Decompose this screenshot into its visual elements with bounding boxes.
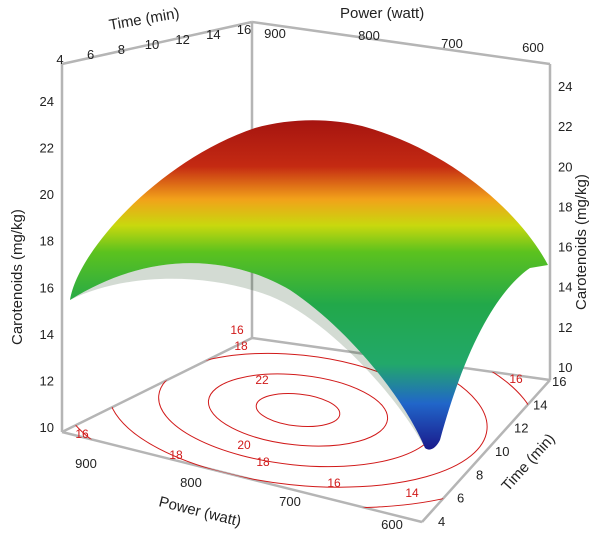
power-tick-top: 700 xyxy=(441,36,463,51)
z-axis-label-left: Carotenoids (mg/kg) xyxy=(9,209,26,345)
contour-labels: 16 18 22 20 18 18 16 14 16 16 xyxy=(75,323,523,500)
power-tick-top: 600 xyxy=(522,40,544,55)
time-tick-right: 12 xyxy=(514,421,528,436)
back-top-left-edge xyxy=(61,20,253,66)
power-tick-top: 900 xyxy=(264,26,286,41)
z-tick-left: 16 xyxy=(40,280,54,295)
power-ticks-bottom: 900 800 700 600 xyxy=(75,456,403,532)
contour-ring xyxy=(255,392,341,428)
power-tick-bottom: 700 xyxy=(279,494,301,509)
time-tick-right: 8 xyxy=(476,467,483,482)
time-tick-right: 4 xyxy=(438,514,445,529)
power-tick-bottom: 600 xyxy=(381,517,403,532)
axes-frame xyxy=(60,20,552,524)
time-tick-top: 6 xyxy=(87,47,94,62)
power-tick-bottom: 800 xyxy=(180,475,202,490)
time-ticks-top: 4 6 8 10 12 14 16 xyxy=(56,22,251,67)
z-tick-right: 14 xyxy=(558,280,572,295)
z-axis-label-right: Carotenoids (mg/kg) xyxy=(573,174,590,310)
z-tick-left: 18 xyxy=(40,234,54,249)
contour-label: 16 xyxy=(327,476,341,490)
contour-label: 16 xyxy=(75,427,89,441)
z-tick-left: 20 xyxy=(40,187,54,202)
z-tick-right: 22 xyxy=(558,119,572,134)
z-ticks-right: 10 12 14 16 18 20 22 24 xyxy=(558,79,572,375)
z-tick-left: 10 xyxy=(40,420,54,435)
time-tick-top: 8 xyxy=(118,42,125,57)
z-tick-right: 24 xyxy=(558,79,572,94)
contour-label: 18 xyxy=(169,448,183,462)
z-ticks-left: 10 12 14 16 18 20 22 24 xyxy=(40,94,54,435)
z-tick-right: 10 xyxy=(558,360,572,375)
contour-label: 16 xyxy=(509,372,523,386)
time-ticks-right: 468 10 12 14 16 xyxy=(438,374,566,529)
contour-ring xyxy=(207,373,389,447)
z-tick-left: 14 xyxy=(40,327,54,342)
contour-label: 18 xyxy=(234,339,248,353)
z-tick-left: 12 xyxy=(40,373,54,388)
back-top-right-edge xyxy=(251,20,551,66)
time-tick-top: 14 xyxy=(206,27,220,42)
floor-front-right-edge xyxy=(421,379,551,523)
surface-shading xyxy=(70,263,425,448)
z-tick-left: 22 xyxy=(40,141,54,156)
time-tick-right: 16 xyxy=(552,374,566,389)
time-tick-top: 16 xyxy=(237,22,251,37)
power-ticks-top: 900 800 700 600 xyxy=(264,26,544,55)
contour-label: 16 xyxy=(230,323,244,337)
contour-label: 14 xyxy=(405,486,419,500)
contour-label: 22 xyxy=(255,373,269,387)
contour-label: 20 xyxy=(237,438,251,452)
power-axis-label-bottom: Power (watt) xyxy=(157,493,243,530)
contour-label: 18 xyxy=(256,455,270,469)
z-tick-right: 18 xyxy=(558,199,572,214)
time-tick-top: 12 xyxy=(175,32,189,47)
time-tick-right: 6 xyxy=(457,491,464,506)
z-tick-right: 12 xyxy=(558,320,572,335)
time-tick-right: 10 xyxy=(495,444,509,459)
time-axis-label-right: Time (min) xyxy=(498,430,558,494)
time-tick-right: 14 xyxy=(533,397,547,412)
z-tick-left: 24 xyxy=(40,94,54,109)
power-tick-bottom: 900 xyxy=(75,456,97,471)
floor-back-left-edge xyxy=(61,336,253,434)
response-surface xyxy=(70,120,548,450)
power-tick-top: 800 xyxy=(358,28,380,43)
time-tick-top: 4 xyxy=(56,52,63,67)
time-tick-top: 10 xyxy=(145,37,159,52)
time-axis-label-top: Time (min) xyxy=(108,5,181,34)
z-tick-right: 16 xyxy=(558,240,572,255)
power-axis-label-top: Power (watt) xyxy=(340,5,424,22)
z-tick-right: 20 xyxy=(558,159,572,174)
